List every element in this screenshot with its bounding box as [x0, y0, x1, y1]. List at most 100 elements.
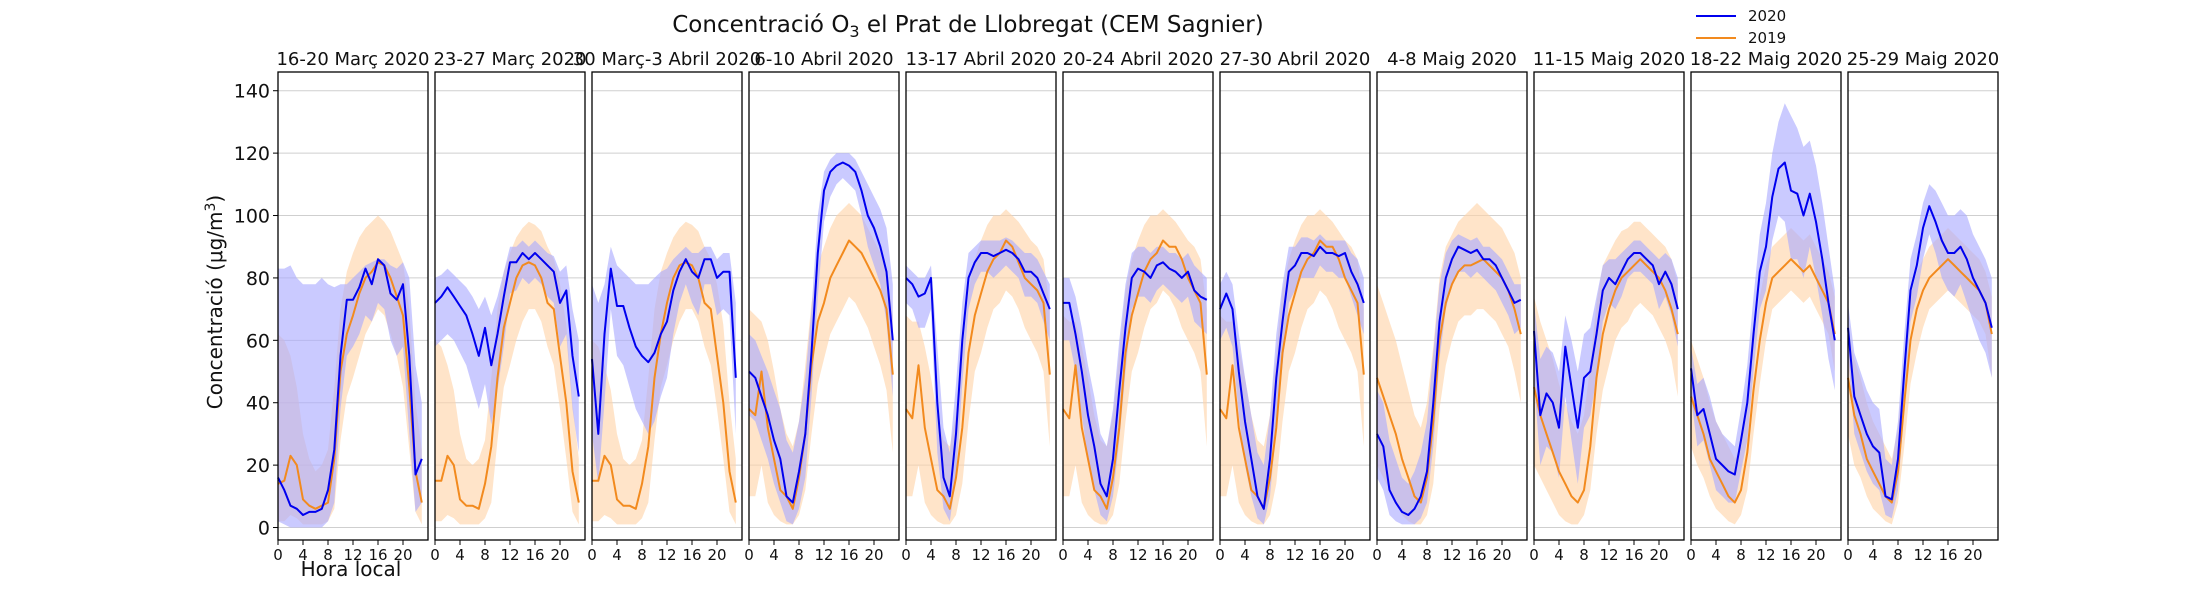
chart-title: Concentració O3 el Prat de Llobregat (CE… [672, 12, 1264, 41]
x-tick-label: 12 [971, 546, 990, 564]
x-tick-label: 20 [707, 546, 726, 564]
panel-title: 20-24 Abril 2020 [1063, 49, 1214, 70]
x-tick-label: 16 [525, 546, 544, 564]
x-tick-label: 12 [1442, 546, 1461, 564]
panel-4: 0 4 8 12 16 20 6-10 Abril 2020 [744, 49, 900, 564]
panel-title: 11-15 Maig 2020 [1533, 49, 1686, 70]
panel-9: 0 4 8 12 16 20 11-15 Maig 2020 [1529, 49, 1685, 564]
panel-11: 0 4 8 12 16 20 25-29 Maig 2020 [1843, 49, 1999, 564]
band-2019 [1377, 203, 1521, 525]
y-tick-label: 140 [234, 81, 270, 103]
legend: 2020 2019 [1696, 7, 1786, 47]
x-tick-label: 0 [1215, 546, 1225, 564]
x-tick-label: 12 [657, 546, 676, 564]
panel-title: 4-8 Maig 2020 [1387, 49, 1517, 70]
x-tick-label: 16 [1310, 546, 1329, 564]
band-2020 [592, 246, 736, 484]
panel-title: 25-29 Maig 2020 [1847, 49, 2000, 70]
series-line-2020 [1063, 261, 1208, 498]
x-tick-label: 16 [1624, 546, 1643, 564]
x-tick-label: 8 [480, 546, 490, 564]
x-tick-label: 0 [430, 546, 440, 564]
x-tick-label: 0 [901, 546, 911, 564]
x-tick-label: 16 [1467, 546, 1486, 564]
x-tick-label: 4 [298, 546, 308, 564]
x-tick-label: 8 [323, 546, 333, 564]
x-tick-label: 8 [951, 546, 961, 564]
x-tick-label: 12 [500, 546, 519, 564]
band-2020 [1063, 246, 1207, 522]
x-tick-label: 12 [343, 546, 362, 564]
x-tick-label: 20 [1021, 546, 1040, 564]
x-tick-label: 12 [1128, 546, 1147, 564]
series-line-2020 [905, 248, 1051, 498]
x-tick-label: 4 [1397, 546, 1407, 564]
y-tick-label: 60 [246, 330, 270, 352]
x-tick-label: 20 [1806, 546, 1825, 564]
x-tick-label: 4 [926, 546, 936, 564]
y-tick-label: 120 [234, 143, 270, 165]
panel-title: 30 Març-3 Abril 2020 [573, 49, 761, 70]
panel-2: 0 4 8 12 16 20 23-27 Març 2020 [430, 49, 586, 564]
x-tick-label: 4 [1240, 546, 1250, 564]
series-line-2019 [748, 239, 894, 510]
x-tick-label: 0 [744, 546, 754, 564]
series-line-2019 [435, 261, 580, 510]
x-tick-label: 8 [1579, 546, 1589, 564]
x-tick-label: 4 [1711, 546, 1721, 564]
panel-5: 0 4 8 12 16 20 13-17 Abril 2020 [901, 49, 1057, 564]
series-line-2020 [1533, 252, 1679, 429]
x-tick-label: 20 [550, 546, 569, 564]
series-line-2020 [1847, 205, 1993, 501]
band-2020 [1691, 103, 1835, 503]
panel-title: 6-10 Abril 2020 [754, 49, 893, 70]
x-tick-label: 20 [1335, 546, 1354, 564]
x-tick-label: 20 [393, 546, 412, 564]
x-tick-label: 12 [1285, 546, 1304, 564]
panel-title: 16-20 Març 2020 [276, 49, 429, 70]
x-tick-label: 16 [839, 546, 858, 564]
x-tick-label: 8 [794, 546, 804, 564]
x-tick-label: 4 [1083, 546, 1093, 564]
x-tick-label: 16 [682, 546, 701, 564]
x-tick-label: 0 [1529, 546, 1539, 564]
x-tick-label: 20 [1178, 546, 1197, 564]
panel-title: 13-17 Abril 2020 [906, 49, 1057, 70]
series-line-2019 [1376, 258, 1522, 504]
y-axis-label: Concentració (μg/m3) [203, 195, 227, 410]
x-tick-label: 0 [273, 546, 283, 564]
panel-title: 23-27 Març 2020 [433, 49, 586, 70]
panel-title: 27-30 Abril 2020 [1220, 49, 1371, 70]
x-tick-label: 0 [1843, 546, 1853, 564]
series-line-2020 [748, 161, 894, 504]
x-tick-label: 0 [1372, 546, 1382, 564]
x-tick-label: 4 [1868, 546, 1878, 564]
x-tick-label: 8 [1108, 546, 1118, 564]
x-tick-label: 20 [1492, 546, 1511, 564]
x-tick-label: 0 [1686, 546, 1696, 564]
x-tick-label: 16 [1781, 546, 1800, 564]
band-2020 [1848, 184, 1992, 519]
x-tick-label: 4 [769, 546, 779, 564]
x-tick-label: 4 [455, 546, 465, 564]
panel-6: 0 4 8 12 16 20 20-24 Abril 2020 [1058, 49, 1214, 564]
panel-8: 0 4 8 12 16 20 4-8 Maig 2020 [1372, 49, 1528, 564]
series-line-2020 [1219, 245, 1365, 510]
y-tick-label: 100 [234, 206, 270, 228]
panel-title: 18-22 Maig 2020 [1690, 49, 1843, 70]
panel-10: 0 4 8 12 16 20 18-22 Maig 2020 [1686, 49, 1842, 564]
series-line-2020 [1690, 161, 1836, 476]
x-tick-label: 8 [1893, 546, 1903, 564]
series-line-2019 [592, 261, 737, 510]
x-tick-label: 20 [864, 546, 883, 564]
x-tick-label: 8 [1265, 546, 1275, 564]
band-2019 [1534, 221, 1678, 525]
y-tick-label: 40 [246, 393, 270, 415]
band-2020 [278, 259, 422, 528]
series-line-2019 [1847, 258, 1993, 504]
band-2019 [435, 221, 579, 525]
panel-7: 0 4 8 12 16 20 27-30 Abril 2020 [1215, 49, 1371, 564]
x-tick-label: 16 [996, 546, 1015, 564]
